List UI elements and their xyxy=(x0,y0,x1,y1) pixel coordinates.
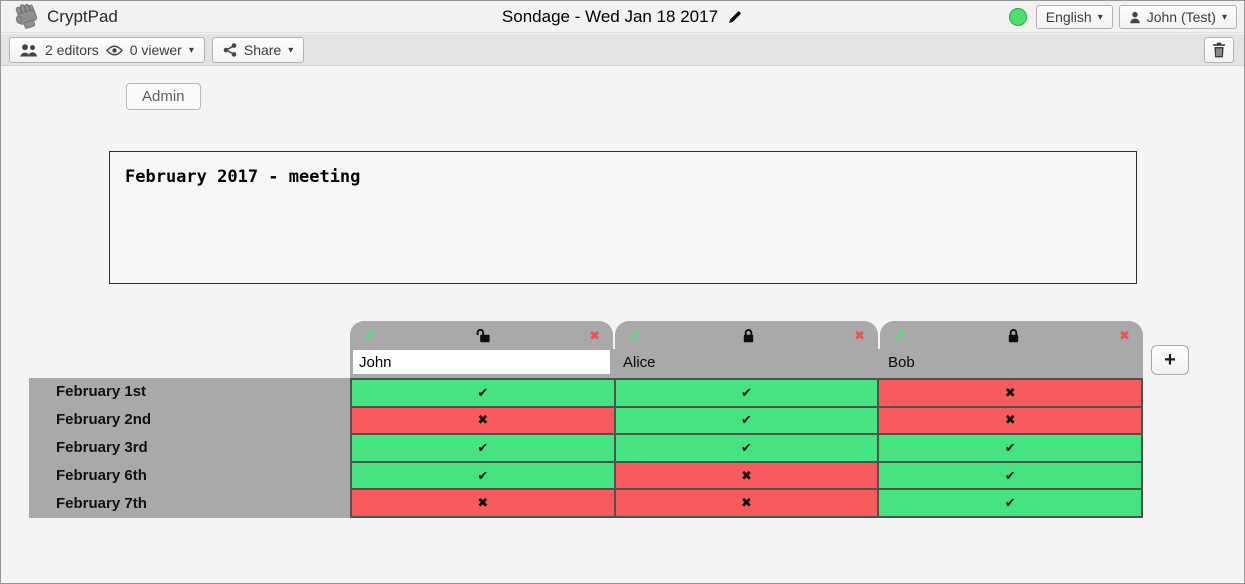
edit-column-icon[interactable] xyxy=(628,328,642,342)
language-dropdown[interactable]: English ▾ xyxy=(1035,5,1113,29)
vote-cell-yes[interactable]: ✔ xyxy=(879,462,1141,489)
poll-column-tab: ✖ Bob xyxy=(880,321,1143,378)
trash-button[interactable] xyxy=(1204,37,1234,63)
row-label: February 2nd xyxy=(56,411,152,428)
edit-title-icon[interactable] xyxy=(727,9,743,25)
vote-cell-no[interactable]: ✖ xyxy=(879,380,1141,406)
cryptpad-logo[interactable]: CryptPad xyxy=(1,3,118,30)
poll-column-tab: ✖ xyxy=(350,321,613,378)
vote-cell-no[interactable]: ✖ xyxy=(352,490,614,516)
share-icon xyxy=(223,43,237,57)
collaborators-area: 2 editors 0 viewer ▾ Share ▾ xyxy=(9,37,305,63)
chevron-down-icon: ▾ xyxy=(1221,11,1227,23)
row-label: February 7th xyxy=(56,495,147,512)
vote-cell-yes[interactable]: ✔ xyxy=(879,490,1141,516)
editors-count-label: 2 editors xyxy=(45,42,99,58)
trash-icon xyxy=(1213,42,1225,58)
editors-viewers-dropdown[interactable]: 2 editors 0 viewer ▾ xyxy=(9,37,205,63)
secondary-toolbar: 2 editors 0 viewer ▾ Share ▾ xyxy=(1,34,1244,66)
row-label: February 1st xyxy=(56,383,147,400)
chevron-down-icon: ▾ xyxy=(1097,11,1103,23)
chevron-down-icon: ▾ xyxy=(188,44,194,56)
row-label: February 6th xyxy=(56,467,147,484)
eye-icon xyxy=(105,45,123,55)
cells-grid: ✔ ✔ ✖ ✖ ✔ ✖ ✔ ✔ ✔ ✔ ✖ ✔ ✖ ✖ ✔ xyxy=(350,378,1143,518)
column-name-input[interactable] xyxy=(353,350,610,374)
share-button[interactable]: Share ▾ xyxy=(211,37,305,63)
vote-cell-yes[interactable]: ✔ xyxy=(615,435,878,461)
chevron-down-icon: ▾ xyxy=(288,44,294,56)
remove-column-icon[interactable]: ✖ xyxy=(854,327,865,343)
lock-column-icon[interactable] xyxy=(1006,328,1021,343)
edit-column-icon[interactable] xyxy=(893,328,907,342)
toolbar-right: English ▾ John (Test) ▾ xyxy=(1008,1,1237,33)
remove-column-icon[interactable]: ✖ xyxy=(589,327,600,343)
title-bar: Sondage - Wed Jan 18 2017 xyxy=(1,1,1244,33)
fist-logo-icon xyxy=(15,3,37,29)
vote-cell-yes[interactable]: ✔ xyxy=(615,407,878,434)
poll-description-editor[interactable]: February 2017 - meeting xyxy=(109,151,1137,284)
poll-grid: February 1st February 2nd February 3rd Febr… xyxy=(29,378,1143,518)
admin-button[interactable]: Admin xyxy=(126,83,201,110)
poll-column-tab: ✖ Alice xyxy=(615,321,878,378)
poll-column-headers: ✖ ✖ Alice xyxy=(350,321,1143,378)
vote-cell-no[interactable]: ✖ xyxy=(879,407,1141,434)
users-icon xyxy=(20,43,37,56)
vote-cell-yes[interactable]: ✔ xyxy=(879,435,1141,461)
language-label: English xyxy=(1045,9,1092,25)
add-column-button[interactable]: + xyxy=(1151,345,1189,375)
row-label: February 3rd xyxy=(56,439,148,456)
unlock-column-icon[interactable] xyxy=(476,328,491,343)
vote-cell-no[interactable]: ✖ xyxy=(615,490,878,516)
viewers-count-label: 0 viewer xyxy=(129,42,182,58)
user-menu-dropdown[interactable]: John (Test) ▾ xyxy=(1118,5,1237,29)
row-labels: February 1st February 2nd February 3rd Febr… xyxy=(29,378,350,518)
edit-column-icon[interactable] xyxy=(363,328,377,342)
app-name: CryptPad xyxy=(47,6,118,26)
vote-cell-yes[interactable]: ✔ xyxy=(615,380,878,406)
vote-cell-yes[interactable]: ✔ xyxy=(352,380,614,406)
page-title: Sondage - Wed Jan 18 2017 xyxy=(501,7,719,26)
remove-column-icon[interactable]: ✖ xyxy=(1119,327,1130,343)
user-icon xyxy=(1129,11,1140,23)
user-name-label: John (Test) xyxy=(1146,9,1216,25)
connection-status-dot xyxy=(1008,8,1027,26)
share-label: Share xyxy=(243,42,282,58)
vote-cell-yes[interactable]: ✔ xyxy=(352,462,614,489)
vote-cell-no[interactable]: ✖ xyxy=(615,462,878,489)
vote-cell-yes[interactable]: ✔ xyxy=(352,435,614,461)
column-name-label: Bob xyxy=(888,354,915,371)
vote-cell-no[interactable]: ✖ xyxy=(352,407,614,434)
top-toolbar: CryptPad Sondage - Wed Jan 18 2017 Engli… xyxy=(1,1,1244,33)
column-name-label: Alice xyxy=(623,354,656,371)
lock-column-icon[interactable] xyxy=(741,328,756,343)
